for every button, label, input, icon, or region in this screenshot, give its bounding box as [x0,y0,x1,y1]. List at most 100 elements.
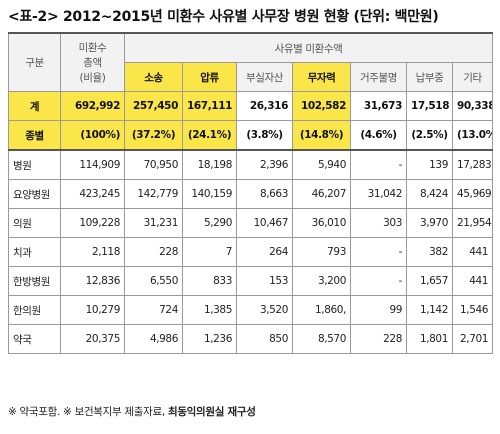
row-value: 8,424 [406,179,453,209]
row-value: 17,283 [451,149,494,180]
row-value: 5,940 [292,149,351,180]
row-value: 2,396 [236,149,293,180]
total-ratio-value: (3.8%) [236,120,293,151]
header-total-line2: 총액 [83,57,102,69]
total-value: 17,518 [406,91,453,121]
header-reason: 거주불명 [350,62,407,92]
total-ratio-value: (37.2%) [124,120,183,151]
row-value: 10,467 [236,208,293,238]
header-gubun: 구분 [8,32,61,92]
row-value: 142,779 [124,179,183,209]
total-ratio-value: (14.8%) [292,120,351,151]
row-value: 793 [292,237,351,267]
table-title: <표-2> 2012~2015년 미환수 사유별 사무장 병원 현황 (단위: … [8,9,439,25]
row-value: 70,950 [124,149,183,180]
row-value: 46,207 [292,179,351,209]
row-value: 140,159 [182,179,237,209]
row-value: 3,970 [406,208,453,238]
total-amount: 692,992 [60,91,125,121]
header-group: 사유별 미환수액 [123,32,494,63]
row-value: 228 [124,237,183,267]
total-ratio-value: (2.5%) [406,120,453,151]
row-value: 1,546 [451,295,494,325]
row-value: - [350,149,407,180]
row-total: 2,118 [60,237,125,267]
row-total: 423,245 [60,179,125,209]
row-value: 31,231 [124,208,183,238]
row-value: 850 [236,324,293,354]
total-label-bottom: 종별 [8,120,61,151]
row-value: 8,663 [236,179,293,209]
row-label: 한방병원 [8,266,61,296]
row-value: 833 [182,266,237,296]
header-row-2: 소송 압류 부실자산 무자력 거주불명 납부중 기타 [9,62,494,92]
row-value: - [350,237,407,267]
header-reason: 무자력 [292,62,351,92]
row-label: 병원 [8,149,61,180]
row-value: 1,801 [406,324,453,354]
row-total: 114,909 [60,149,125,180]
total-row-amounts: 계 692,992 257,450 167,111 26,316 102,582 31,67… [8,91,494,121]
row-value: 264 [236,237,293,267]
row-total: 109,228 [60,208,125,238]
row-value: 36,010 [292,208,351,238]
row-label: 약국 [8,324,61,354]
footnote-credit: 최동익의원실 재구성 [167,406,256,418]
total-ratio-value: (24.1%) [182,120,237,151]
table-row: 한방병원 12,836 6,550 833 153 3,200-1,657 441 [8,266,494,296]
total-value: 90,338 [451,91,494,121]
table-body: 병원 114,909 70,950 18,198 2,396 5,940-139 17,28… [8,149,494,354]
total-value: 31,673 [350,91,407,121]
header-reason: 소송 [124,62,183,92]
header-reason: 납부중 [406,62,453,92]
row-value: 3,520 [236,295,293,325]
total-label-top: 계 [8,91,61,121]
row-value: 441 [451,237,494,267]
row-label: 치과 [8,237,61,267]
row-value: 1,236 [182,324,237,354]
row-value: 228 [350,324,407,354]
footnote-source: ※ 약국포함. ※ 보건복지부 제출자료, [8,406,168,418]
row-value: 1,142 [406,295,453,325]
header-row-1: 구분 미환수 총액 (비율) 사유별 미환수액 [8,32,494,92]
row-value: 1,385 [182,295,237,325]
total-ratio-value: (4.6%) [350,120,407,151]
row-value: 139 [406,149,453,180]
row-label: 의원 [8,208,61,238]
header-reason: 기타 [451,62,494,92]
header-total: 미환수 총액 (비율) [60,32,125,92]
total-value: 167,111 [182,91,237,121]
header-total-line3: (비율) [79,72,106,84]
footnote: ※ 약국포함. ※ 보건복지부 제출자료, 최동익의원실 재구성 [8,404,256,419]
row-value: 5,290 [182,208,237,238]
total-value: 102,582 [292,91,351,121]
row-total: 20,375 [60,324,125,354]
header-reason: 부실자산 [236,62,293,92]
row-value: 153 [236,266,293,296]
row-total: 12,836 [60,266,125,296]
total-ratio-value: (13.0%) [451,120,494,151]
row-value: 4,986 [124,324,183,354]
header-reason: 압류 [182,62,237,92]
row-value: 2,701 [451,324,494,354]
row-value: 303 [350,208,407,238]
row-value: - [350,266,407,296]
row-label: 한의원 [8,295,61,325]
table-row: 병원 114,909 70,950 18,198 2,396 5,940-139 17,28… [8,149,494,180]
row-value: 1,860, [292,295,351,325]
row-value: 21,954 [451,208,494,238]
table-row: 치과 2,118 228 7 264 793-382 441 [8,237,494,267]
row-value: 441 [451,266,494,296]
table-row: 약국 20,375 4,986 1,236 850 8,570 228 1,801 2,701 [8,324,494,354]
row-value: 382 [406,237,453,267]
row-value: 3,200 [292,266,351,296]
row-label: 요양병원 [8,179,61,209]
total-ratio: (100%) [60,120,125,151]
row-value: 45,969 [451,179,494,209]
row-value: 99 [350,295,407,325]
table-row: 한의원 10,279 724 1,385 3,520 1,860, 99 1,142 1,546 [8,295,494,325]
total-value: 257,450 [124,91,183,121]
table-row: 의원 109,228 31,231 5,290 10,467 36,010 303 3,970… [8,208,494,238]
row-value: 6,550 [124,266,183,296]
row-total: 10,279 [60,295,125,325]
